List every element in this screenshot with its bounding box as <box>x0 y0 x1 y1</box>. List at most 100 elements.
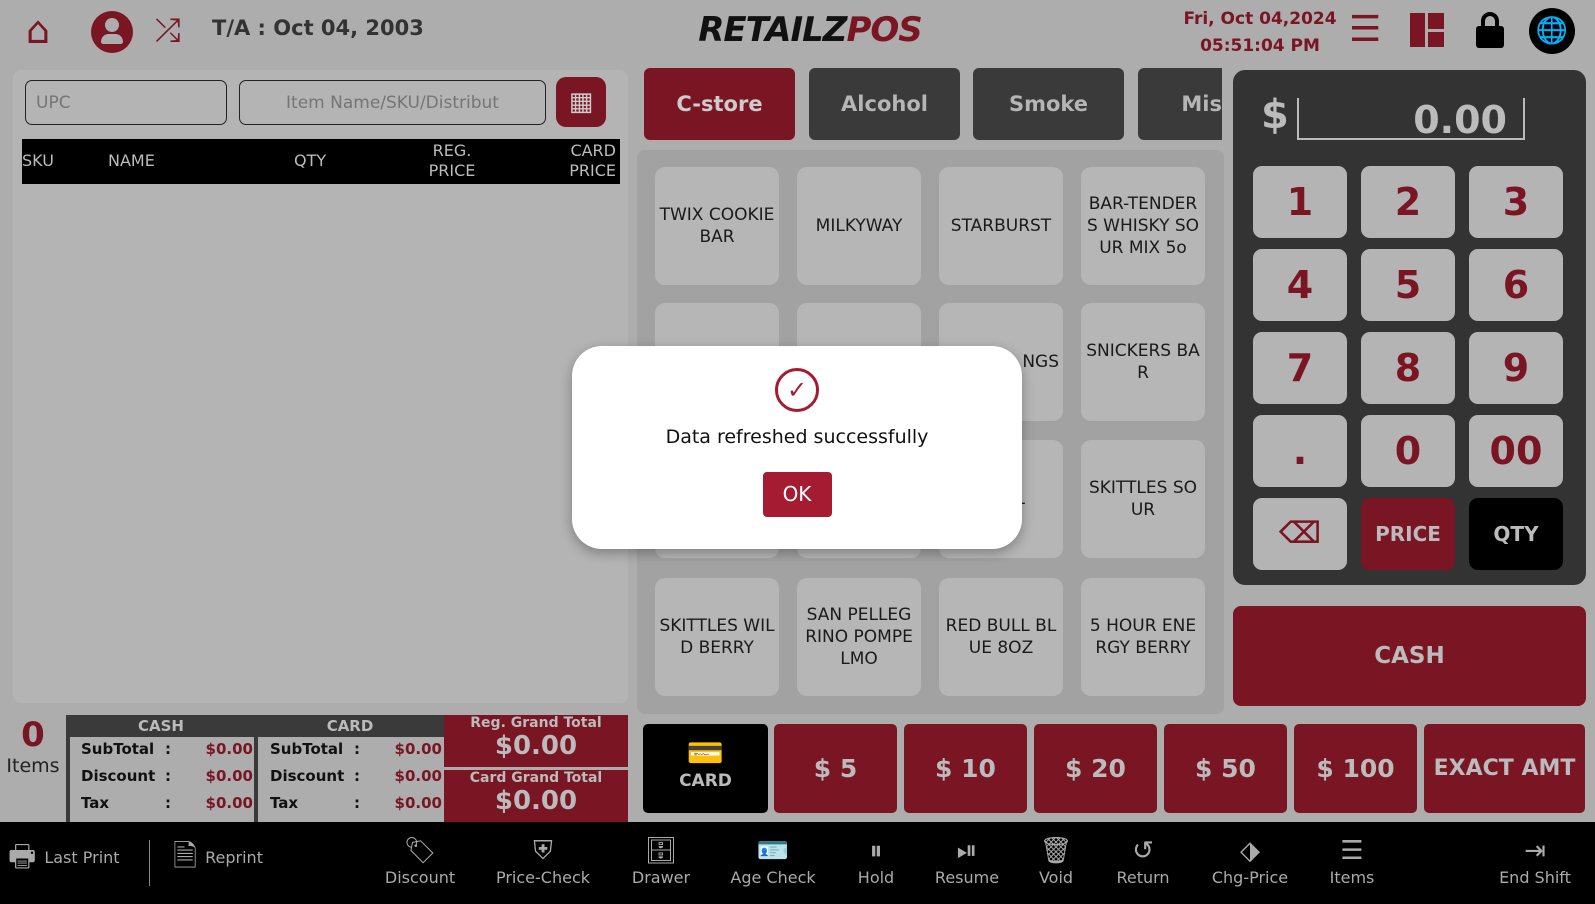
age-check-label: Age Check <box>730 868 816 887</box>
product-tile[interactable]: SKITTLES WILD BERRY <box>655 578 779 696</box>
resume-button[interactable]: ⏯ Resume <box>912 834 1022 887</box>
amount-display[interactable]: 0.00 <box>1297 98 1525 142</box>
cash-totals-title: CASH <box>138 717 184 735</box>
time: 05:51:04 PM <box>1200 36 1320 56</box>
card-total-label: SubTotal <box>270 740 344 758</box>
return-button[interactable]: ↺ Return <box>1088 834 1198 887</box>
resume-label: Resume <box>934 868 1000 887</box>
product-tile[interactable]: SKITTLES SOUR <box>1081 440 1205 558</box>
last-print-button[interactable]: 🖶 Last Print <box>8 839 120 874</box>
backspace-button[interactable]: ⌫ <box>1253 498 1347 570</box>
drawer-button[interactable]: 🗄 Drawer <box>606 834 716 887</box>
end-shift-button[interactable]: ⇥ End Shift <box>1480 834 1590 887</box>
cart-table-header: SKU NAME QTY REG. PRICE CARD PRICE <box>22 139 620 184</box>
datetime: Fri, Oct 04,2024 05:51:04 PM <box>1170 6 1350 60</box>
grid-view-button[interactable]: ▦ <box>556 77 606 127</box>
home-icon[interactable]: ⌂ <box>26 8 51 52</box>
key-00[interactable]: 00 <box>1469 415 1563 487</box>
qty-button[interactable]: QTY <box>1469 498 1563 570</box>
void-button[interactable]: 🗑 Void <box>1001 834 1111 887</box>
cash-20-button[interactable]: $ 20 <box>1034 724 1157 813</box>
shuffle-icon[interactable]: ⤮ <box>155 11 181 49</box>
chg-price-button[interactable]: ⬗ Chg-Price <box>1195 834 1305 887</box>
product-tile[interactable]: BAR-TENDERS WHISKY SOUR MIX 5o <box>1081 167 1205 285</box>
product-tile[interactable]: 5 HOUR ENERGY BERRY <box>1081 578 1205 696</box>
key-2[interactable]: 2 <box>1361 166 1455 238</box>
item-search-input[interactable] <box>239 80 546 125</box>
col-name: NAME <box>108 151 155 170</box>
product-tile[interactable]: STARBURST <box>939 167 1063 285</box>
tab-smoke[interactable]: Smoke <box>973 68 1124 140</box>
drawer-label: Drawer <box>631 868 691 887</box>
reprint-button[interactable]: 🗎 Reprint <box>173 839 263 874</box>
key-0[interactable]: 0 <box>1361 415 1455 487</box>
exact-amount-button[interactable]: EXACT AMT <box>1424 724 1585 813</box>
bottom-toolbar: 🖶 Last Print 🗎 Reprint 🏷 Discount ⛨ Price-Che… <box>0 822 1595 904</box>
return-icon: ↺ <box>1132 836 1154 866</box>
discount-button[interactable]: 🏷 Discount <box>365 834 475 887</box>
cash-5-button[interactable]: $ 5 <box>774 724 897 813</box>
hold-label: Hold <box>857 868 895 887</box>
card-total-value: $0.00 <box>394 767 442 785</box>
cash-50-button[interactable]: $ 50 <box>1164 724 1287 813</box>
end-shift-label: End Shift <box>1499 868 1571 887</box>
date: Fri, Oct 04,2024 <box>1183 9 1337 29</box>
cash-total-sep: : <box>165 794 171 812</box>
tab-misc[interactable]: Mis <box>1138 68 1222 140</box>
cash-total-sep: : <box>165 767 171 785</box>
card-totals-title: CARD <box>326 717 374 735</box>
key-7[interactable]: 7 <box>1253 332 1347 404</box>
product-tile[interactable]: RED BULL BLUE 8OZ <box>939 578 1063 696</box>
price-button[interactable]: PRICE <box>1361 498 1455 570</box>
card-button[interactable]: 💳 CARD <box>643 724 768 813</box>
product-tile[interactable]: MILKYWAY <box>797 167 921 285</box>
product-tile[interactable]: TWIX COOKIE BAR <box>655 167 779 285</box>
upc-input[interactable] <box>25 80 227 125</box>
hold-icon: ⏸ <box>869 836 883 866</box>
card-total-sep: : <box>354 740 360 758</box>
cash-total-value: $0.00 <box>205 740 253 758</box>
reprint-icon: 🗎 <box>173 839 198 874</box>
key-6[interactable]: 6 <box>1469 249 1563 321</box>
price-check-icon: ⛨ <box>533 836 553 866</box>
user-icon[interactable] <box>91 11 133 53</box>
chg-price-label: Chg-Price <box>1211 868 1289 887</box>
key-5[interactable]: 5 <box>1361 249 1455 321</box>
product-tile[interactable]: SAN PELLEGRINO POMPELMO <box>797 578 921 696</box>
key-1[interactable]: 1 <box>1253 166 1347 238</box>
end-shift-icon: ⇥ <box>1524 836 1546 866</box>
lock-icon[interactable] <box>1476 12 1504 48</box>
key-9[interactable]: 9 <box>1469 332 1563 404</box>
price-check-label: Price-Check <box>495 868 591 887</box>
support-globe-icon[interactable]: 🌐 <box>1529 8 1575 54</box>
price-check-button[interactable]: ⛨ Price-Check <box>488 834 598 887</box>
key-.[interactable]: . <box>1253 415 1347 487</box>
tab-c-store[interactable]: C-store <box>644 68 795 140</box>
hold-button[interactable]: ⏸ Hold <box>821 834 931 887</box>
dashboard-icon[interactable] <box>1410 13 1444 47</box>
card-total-label: Tax <box>270 794 299 812</box>
cash-10-button[interactable]: $ 10 <box>904 724 1027 813</box>
tab-alcohol[interactable]: Alcohol <box>809 68 960 140</box>
void-label: Void <box>1038 868 1074 887</box>
menu-list-icon[interactable]: ☰ <box>1349 9 1382 50</box>
cash-total-label: SubTotal <box>81 740 155 758</box>
key-3[interactable]: 3 <box>1469 166 1563 238</box>
cart-panel: ▦ SKU NAME QTY REG. PRICE CARD PRICE <box>13 70 628 703</box>
cash-100-button[interactable]: $ 100 <box>1294 724 1417 813</box>
cash-button[interactable]: CASH <box>1233 606 1586 706</box>
key-4[interactable]: 4 <box>1253 249 1347 321</box>
success-dialog: ✓ Data refreshed successfully OK <box>572 346 1022 549</box>
age-check-button[interactable]: 🪪 Age Check <box>718 834 828 887</box>
items-button[interactable]: ☰ Items <box>1297 834 1407 887</box>
col-card-price: CARD PRICE <box>569 141 616 180</box>
card-total-sep: : <box>354 767 360 785</box>
discount-icon: 🏷 <box>403 836 437 866</box>
keypad: $ 0.00 1 2 3 4 5 6 7 8 9. 0 00 ⌫ PRICE QTY <box>1233 70 1586 585</box>
card-total-sep: : <box>354 794 360 812</box>
key-8[interactable]: 8 <box>1361 332 1455 404</box>
product-tile[interactable]: SNICKERS BAR <box>1081 303 1205 421</box>
card-total-label: Discount <box>270 767 345 785</box>
discount-label: Discount <box>384 868 456 887</box>
ok-button[interactable]: OK <box>762 472 832 517</box>
